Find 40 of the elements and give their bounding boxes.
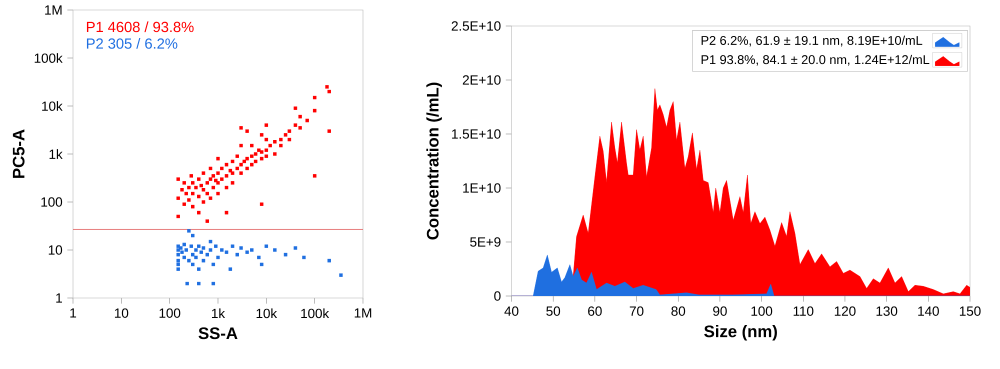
y-tick-label: 100k [34, 53, 63, 63]
x-tick-label: 100 [160, 308, 180, 318]
x-tick-label: 120 [834, 306, 856, 316]
y-tick-label: 1k [50, 149, 63, 159]
legend-label: P2 6.2%, 61.9 ± 19.1 nm, 8.19E+10/mL [702, 36, 922, 46]
x-tick-label: 1k [212, 308, 226, 318]
x-tick-label: 10k [256, 308, 278, 318]
y-tick-label: 0 [494, 291, 501, 301]
text: P2 305 / 6.2% [86, 38, 178, 49]
x-tick-label: 110 [794, 306, 814, 316]
y-tick-label: 100 [41, 197, 62, 207]
x-tick-label: 100k [301, 308, 330, 318]
x-tick-label: 40 [504, 306, 518, 316]
y-tick-label: 10 [48, 245, 62, 255]
legend-label: P1 93.8%, 84.1 ± 20.0 nm, 1.24E+12/mL [702, 54, 930, 66]
x-tick-label: 90 [713, 306, 727, 316]
y-tick-label: 2.5E+10 [452, 21, 501, 31]
x-axis-title: Size (nm) [704, 324, 777, 341]
y-tick-label: 1 [56, 293, 62, 303]
y-tick-label: 1M [45, 5, 62, 15]
y-axis-title: PC5-A [12, 129, 25, 178]
x-tick-label: 1 [70, 308, 76, 318]
y-tick-label: 5E+9 [470, 237, 500, 247]
x-tick-label: 130 [876, 306, 898, 316]
x-tick-label: 1M [354, 308, 372, 318]
y-axis-title: Concentration (/mL) [426, 82, 442, 240]
x-tick-label: 100 [751, 306, 772, 316]
x-tick-label: 80 [671, 306, 686, 316]
x-tick-label: 140 [918, 306, 939, 316]
x-axis-title: SS-A [198, 327, 238, 340]
x-tick-label: 150 [960, 306, 981, 316]
y-tick-label: 1.5E+10 [452, 129, 501, 139]
text: P1 4608 / 93.8% [86, 21, 194, 32]
x-tick-label: 70 [630, 306, 644, 316]
y-tick-label: 2E+10 [462, 75, 501, 85]
x-tick-label: 50 [546, 306, 560, 316]
y-tick-label: 1E+10 [463, 183, 501, 193]
y-tick-label: 10k [42, 101, 63, 111]
x-tick-label: 60 [588, 306, 602, 316]
x-tick-label: 10 [114, 308, 128, 318]
